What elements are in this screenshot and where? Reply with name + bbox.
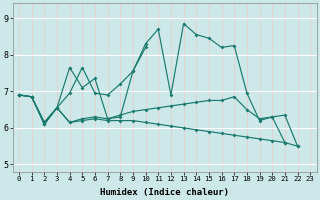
X-axis label: Humidex (Indice chaleur): Humidex (Indice chaleur)	[100, 188, 229, 197]
